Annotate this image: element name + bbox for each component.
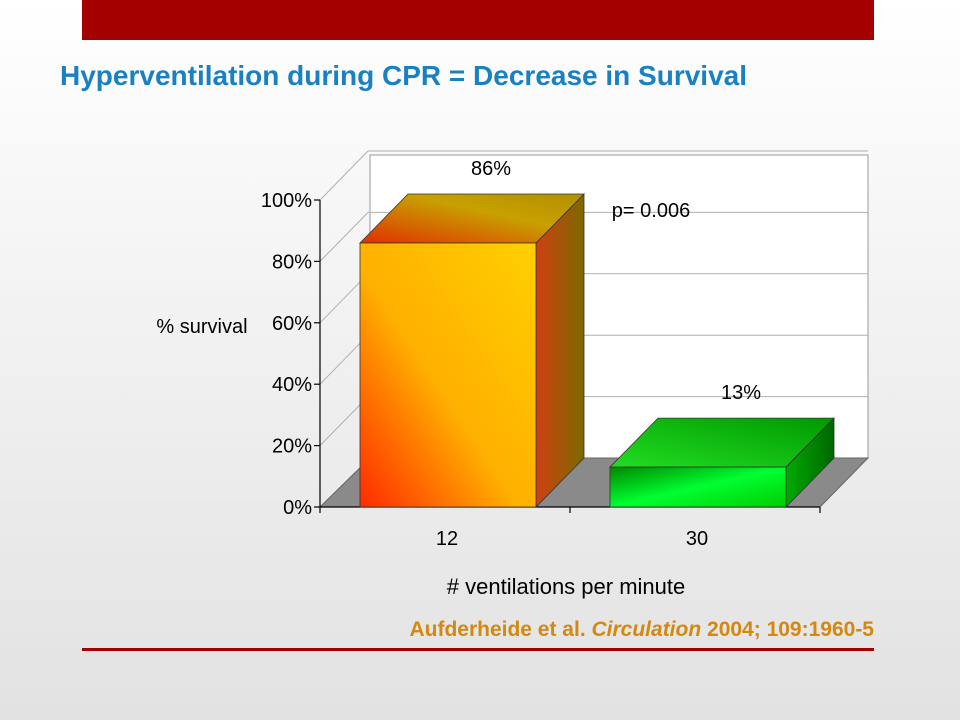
x-tick-label: 12 <box>436 528 458 550</box>
citation-rest: 2004; 109:1960-5 <box>701 618 874 641</box>
gridline-side <box>319 150 369 201</box>
y-tick-label: 80% <box>272 251 312 273</box>
data-label: 13% <box>721 382 761 404</box>
bottom-accent-line <box>82 648 874 651</box>
y-ticks: 0% 20% 40% 60% 80% 100% <box>261 190 320 519</box>
x-axis-label: # ventilations per minute <box>447 574 685 599</box>
citation-authors: Aufderheide et al. <box>409 618 592 641</box>
y-tick-label: 0% <box>283 497 312 519</box>
bar-12 <box>359 193 585 508</box>
bar-front <box>609 466 787 508</box>
bar-30 <box>609 417 835 508</box>
p-value-annotation: p= 0.006 <box>612 200 690 222</box>
citation-journal: Circulation <box>591 618 702 641</box>
top-accent-bar <box>82 0 874 40</box>
data-labels: 86% 13% <box>471 158 761 404</box>
bars <box>359 193 835 508</box>
x-ticks: 12 30 <box>319 507 821 550</box>
y-tick-label: 40% <box>272 374 312 396</box>
data-label: 86% <box>471 158 511 180</box>
bar-side <box>535 193 585 508</box>
y-axis-label: % survival <box>156 316 247 338</box>
bar-front <box>359 242 537 508</box>
y-tick-label: 60% <box>272 313 312 335</box>
citation: Aufderheide et al. Circulation 2004; 109… <box>409 618 874 642</box>
slide-title: Hyperventilation during CPR = Decrease i… <box>60 60 747 91</box>
y-tick-label: 20% <box>272 436 312 458</box>
x-tick-label: 30 <box>686 528 708 550</box>
gridline-side <box>319 212 369 262</box>
y-tick-label: 100% <box>261 190 312 212</box>
